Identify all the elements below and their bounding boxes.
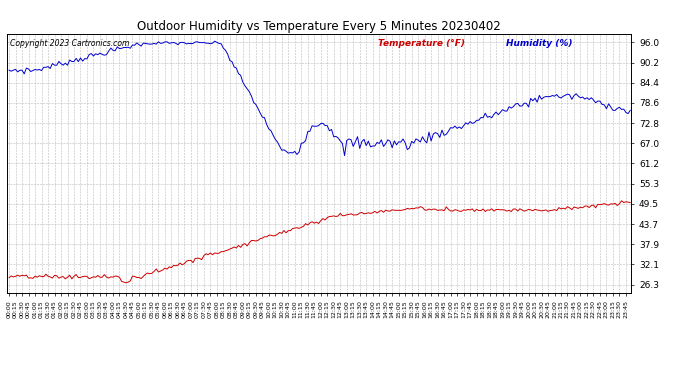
Text: Copyright 2023 Cartronics.com: Copyright 2023 Cartronics.com bbox=[10, 39, 130, 48]
Text: Humidity (%): Humidity (%) bbox=[506, 39, 573, 48]
Title: Outdoor Humidity vs Temperature Every 5 Minutes 20230402: Outdoor Humidity vs Temperature Every 5 … bbox=[137, 20, 501, 33]
Text: Temperature (°F): Temperature (°F) bbox=[378, 39, 466, 48]
